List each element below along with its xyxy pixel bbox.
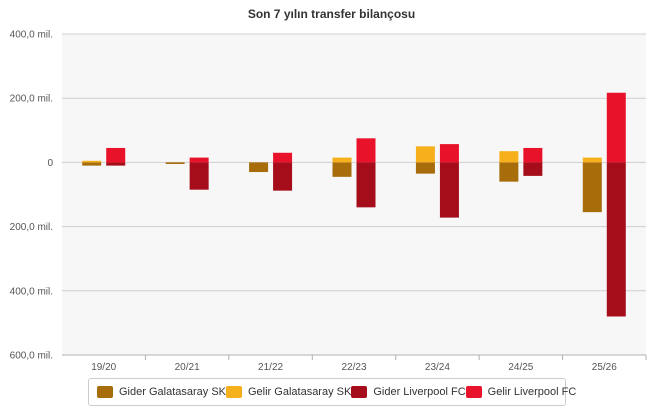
bar-gider-liverpool-fc: [189, 162, 209, 190]
bar-gider-liverpool-fc: [606, 162, 626, 317]
plot-area: [62, 34, 646, 355]
legend-swatch: [465, 386, 482, 398]
legend-swatch: [351, 386, 368, 398]
bar-gelir-galatasaray-sk: [499, 151, 519, 163]
bar-gelir-galatasaray-sk: [82, 160, 102, 163]
legend-label: Gelir Galatasaray SK: [248, 386, 352, 398]
legend-item[interactable]: Gelir Liverpool FC: [465, 386, 577, 398]
bar-gelir-liverpool-fc: [523, 147, 543, 163]
bar-gider-liverpool-fc: [273, 162, 293, 191]
bar-gelir-liverpool-fc: [189, 157, 209, 163]
x-tick-label: 23/24: [425, 362, 450, 373]
legend-label: Gider Galatasaray SK: [119, 386, 226, 398]
legend-swatch: [97, 386, 113, 398]
bar-gider-galatasaray-sk: [499, 162, 519, 182]
bar-gelir-galatasaray-sk: [582, 157, 602, 163]
bar-gider-liverpool-fc: [439, 162, 459, 218]
x-tick-label: 25/26: [592, 362, 617, 373]
legend-item[interactable]: Gelir Galatasaray SK: [226, 386, 351, 398]
legend-item[interactable]: Gider Liverpool FC: [351, 386, 466, 398]
bar-gelir-liverpool-fc: [356, 138, 376, 163]
bar-gelir-liverpool-fc: [439, 144, 459, 163]
bar-gider-liverpool-fc: [106, 162, 126, 166]
x-tick-label: 19/20: [91, 362, 116, 373]
bar-gider-galatasaray-sk: [332, 162, 352, 177]
y-tick-label: 400,0 mil.: [10, 286, 53, 297]
legend-swatch: [226, 386, 242, 398]
bar-gider-galatasaray-sk: [82, 162, 102, 166]
y-tick-label: 600,0 mil.: [10, 351, 53, 362]
y-tick-label: 0: [47, 158, 53, 169]
x-tick-label: 22/23: [341, 362, 366, 373]
bar-gider-galatasaray-sk: [582, 162, 602, 213]
bar-gelir-galatasaray-sk: [332, 157, 352, 163]
chart-title: Son 7 yılın transfer bilançosu: [247, 7, 416, 21]
bar-gider-galatasaray-sk: [165, 162, 185, 165]
legend-label: Gider Liverpool FC: [373, 386, 466, 398]
x-tick-label: 20/21: [175, 362, 200, 373]
bar-gelir-liverpool-fc: [606, 92, 626, 163]
x-tick-label: 21/22: [258, 362, 283, 373]
y-tick-label: 200,0 mil.: [10, 222, 53, 233]
bar-gelir-galatasaray-sk: [415, 146, 435, 163]
bar-gelir-liverpool-fc: [273, 152, 293, 163]
bar-gider-liverpool-fc: [356, 162, 376, 208]
bar-gelir-liverpool-fc: [106, 147, 126, 163]
legend: Gider Galatasaray SK Gelir Galatasaray SK…: [88, 378, 576, 406]
y-tick-label: 200,0 mil.: [10, 94, 53, 105]
bar-gider-galatasaray-sk: [249, 162, 269, 173]
y-tick-label: 400,0 mil.: [10, 30, 53, 41]
bar-gider-liverpool-fc: [523, 162, 543, 176]
bar-gider-galatasaray-sk: [415, 162, 435, 174]
legend-label: Gelir Liverpool FC: [487, 386, 577, 398]
x-tick-label: 24/25: [508, 362, 533, 373]
legend-item[interactable]: Gider Galatasaray SK: [97, 386, 226, 398]
